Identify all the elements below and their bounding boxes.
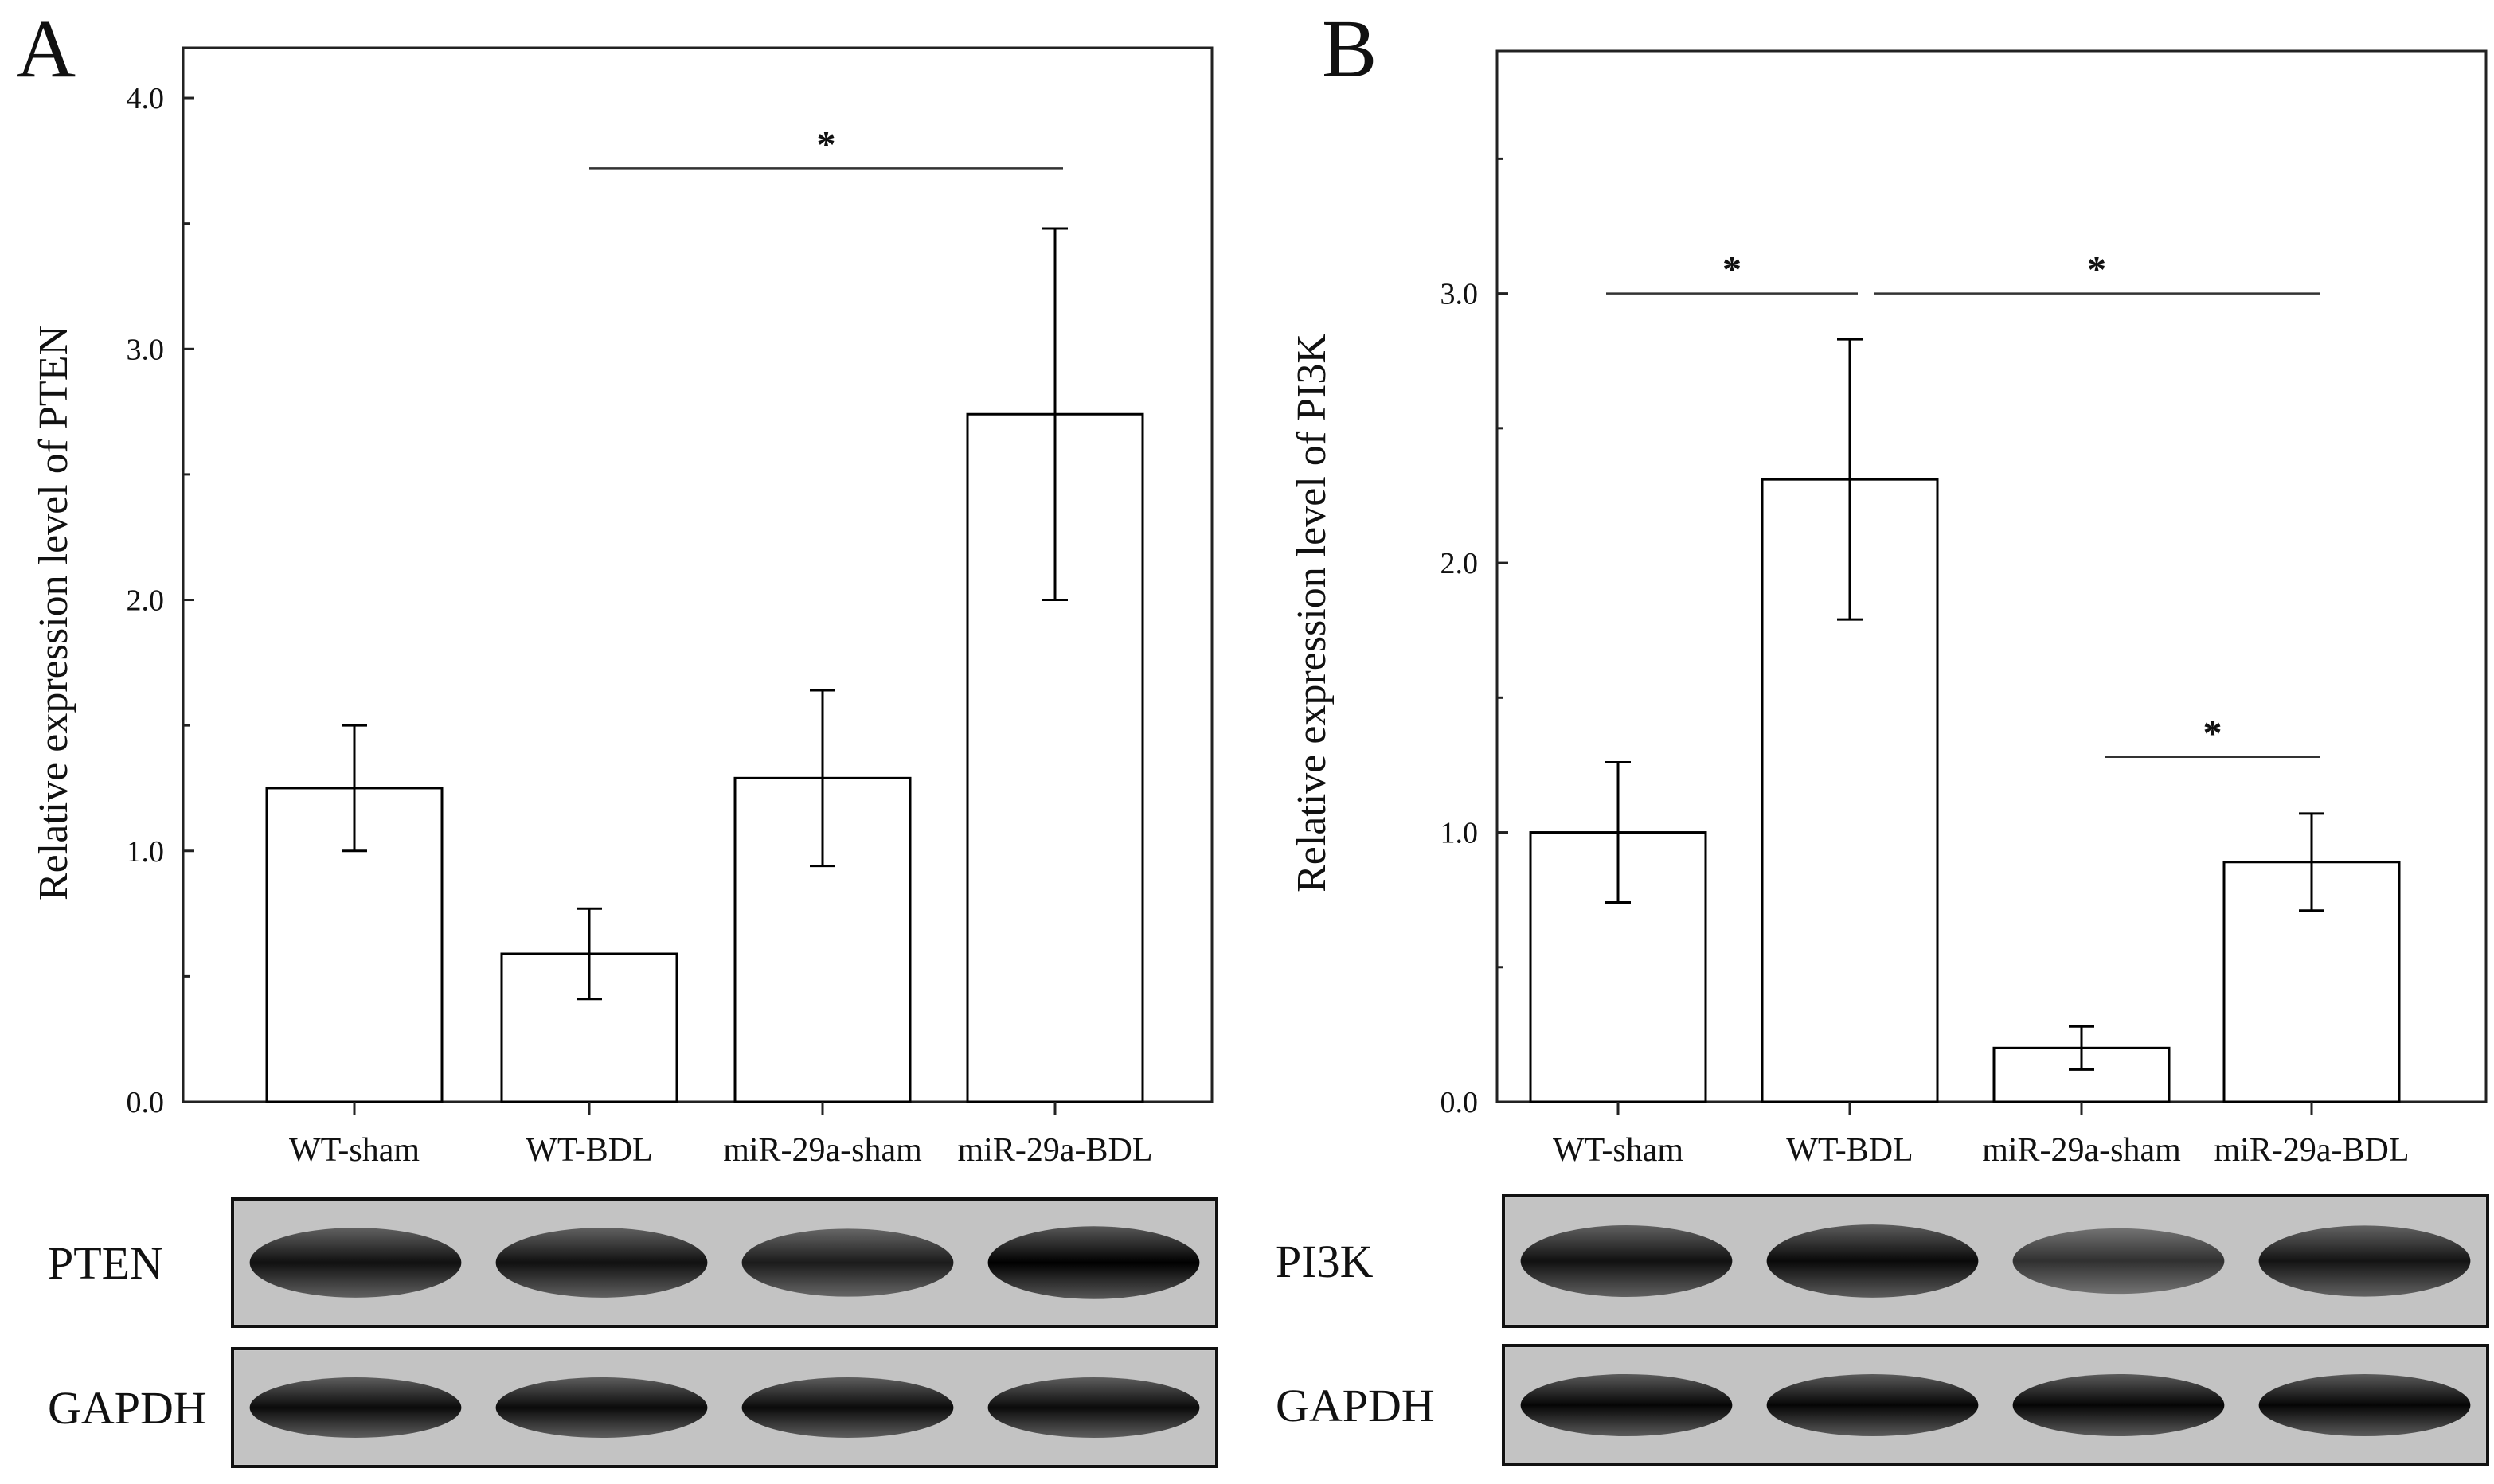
blot-band [1520,1225,1733,1297]
y-tick-label: 0.0 [1440,1086,1479,1119]
category-label: WT-sham [289,1132,420,1169]
blot-band [2012,1228,2225,1295]
significance-star: * [2087,249,2106,291]
category-label: WT-BDL [526,1132,652,1169]
y-axis-label: Relative expression level of PI3K [1289,334,1335,892]
blot-band [987,1377,1200,1439]
panel-b: B 0.0 1.0 2.0 3.0 Relative expression level o… [1276,3,2489,1466]
significance-star: * [1722,249,1742,291]
plot-frame [182,46,1214,1103]
blot-band [1520,1373,1733,1437]
blot-band [2012,1373,2225,1437]
category-label: miR-29a-sham [1982,1132,2181,1169]
blot-band [495,1228,708,1298]
blot-label: PI3K [1276,1236,1374,1287]
significance-star: * [817,123,836,166]
blot-band [249,1377,462,1439]
y-axis-label: Relative expression level of PTEN [31,326,76,900]
significance-star: * [2203,713,2222,755]
blot-band [1766,1373,1979,1437]
category-label: miR-29a-BDL [2214,1132,2410,1169]
blot-band [741,1228,954,1297]
blot-band [2258,1225,2471,1297]
y-tick-label: 3.0 [127,333,165,366]
blot-band [249,1228,462,1298]
y-tick-label: 4.0 [127,82,165,115]
blot-band [2258,1373,2471,1437]
blot-label: PTEN [48,1237,163,1289]
blot-band [495,1377,708,1439]
y-tick-label: 0.0 [127,1086,165,1119]
blot-label: GAPDH [48,1382,207,1434]
blot-band [987,1226,1200,1299]
category-label: WT-sham [1553,1132,1683,1169]
y-tick-label: 2.0 [127,584,165,618]
y-tick-label: 3.0 [1440,278,1479,311]
category-label: miR-29a-BDL [958,1132,1153,1169]
category-label: WT-BDL [1786,1132,1913,1169]
blot-band [741,1377,954,1439]
y-tick-label: 1.0 [1440,817,1479,850]
category-label: miR-29a-sham [723,1132,922,1169]
y-tick-label: 2.0 [1440,547,1479,580]
plot-frame [1495,49,2488,1103]
panel-label: A [16,3,76,95]
panel-label: B [1322,3,1377,95]
blot-label: GAPDH [1276,1380,1435,1431]
blot-band [1766,1224,1979,1298]
y-tick-label: 1.0 [127,835,165,869]
panel-a: A 0.0 1.0 2.0 3.0 4.0 Relative expression leve… [16,3,1218,1468]
